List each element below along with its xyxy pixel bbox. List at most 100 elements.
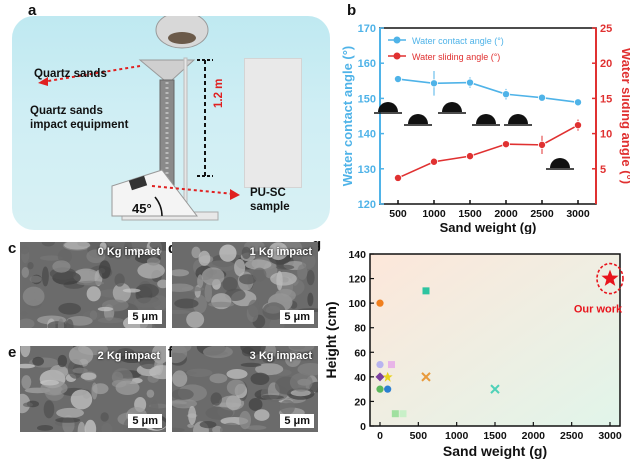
pu-sc-sample-image [244,58,302,188]
y-tick-label: 100 [348,298,366,310]
data-point-1 [573,121,582,130]
x-tick-label: 2500 [560,430,584,442]
arrow-sample [151,185,235,195]
x-tick-label: 3000 [598,430,622,442]
droplet-icon [442,102,462,112]
highlight-ring [596,262,624,295]
panel-label-f: f [168,344,173,361]
apparatus-panel: Quartz sands Quartz sands impact equipme… [12,16,330,230]
quartz-sands-label: Quartz sands [34,68,107,80]
data-point-1 [465,152,474,161]
angle-label: 45° [132,201,152,216]
sem-caption-f: 3 Kg impact [249,350,312,362]
data-point-1 [430,157,439,166]
scatter-point [382,371,393,382]
panel-label-a: a [28,2,37,19]
droplet-icon [378,102,398,112]
scatter-point [421,372,431,382]
series-line-1 [397,124,579,179]
x-tick-label: 2000 [494,208,518,220]
sample-label-line1: PU-SC [250,187,286,199]
legend-label: Water sliding angle (°) [412,52,500,62]
angle-arc [154,196,163,217]
y-tick-label: 60 [354,347,366,359]
right-tick-label: 25 [600,23,612,35]
panel-label-c: c [8,240,17,257]
data-point-0 [537,93,546,102]
our-work-label: Our work [574,304,623,316]
data-point-0 [394,75,403,84]
x-tick-label: 500 [389,208,407,220]
chart-contact-sliding: 120 130 140 150 160 170 5 10 15 20 25 500 1000 1500 20… [340,23,630,234]
data-point-0 [430,79,439,88]
panel-label-b: b [347,2,357,19]
left-tick-label: 150 [358,93,376,105]
x-tick-label: 500 [410,430,428,442]
panel-label-e: e [8,344,17,361]
height-label: 1.2 m [213,78,225,108]
scatter-point [376,299,384,307]
droplet-icon [408,114,428,124]
sem-image-d: 1 Kg impact 5 μm [172,242,318,328]
sem-texture [172,346,318,432]
scatter-point [384,385,392,393]
left-tick-label: 170 [358,23,376,35]
x-tick-label: 1500 [483,430,507,442]
right-tick-label: 10 [600,129,612,141]
stand-pole [183,57,188,219]
sem-scale-f: 5 μm [280,414,314,428]
sem-image-e: 2 Kg impact 5 μm [20,346,166,432]
series-line-0 [397,78,579,104]
x-tick-label: 1500 [458,208,482,220]
left-axis-title: Water contact angle (°) [340,46,355,187]
y-tick-label: 80 [354,323,366,335]
left-tick-label: 140 [358,129,376,141]
scatter-point [422,287,430,295]
scatter-point [376,360,384,369]
our-work-star [601,269,619,286]
sem-texture [172,242,318,328]
sem-image-f: 3 Kg impact 5 μm [172,346,318,432]
x-tick-label: 1000 [422,208,446,220]
sample-on-stage [128,175,148,191]
right-tick-label: 20 [600,58,612,70]
data-point-1 [537,140,546,149]
left-tick-label: 160 [358,58,376,70]
y-tick-label: 140 [348,249,366,261]
sem-caption-c: 0 Kg impact [97,246,160,258]
sem-scale-c: 5 μm [128,310,162,324]
sand-inside [168,32,196,44]
y-tick-label: 0 [360,421,366,433]
legend-label: Water contact angle (°) [412,36,504,46]
data-point-0 [465,78,474,87]
arrow-quartz [41,65,141,83]
scatter-plot-area [369,253,621,427]
droplet-icon [508,114,528,124]
x-tick-label: 3000 [566,208,590,220]
right-tick-label: 5 [600,164,606,176]
x-axis-title: Sand weight (g) [443,443,547,459]
scatter-point [399,410,407,418]
y-tick-label: 40 [354,372,366,384]
sem-texture [20,242,166,328]
sem-scale-d: 5 μm [280,310,314,324]
left-tick-label: 130 [358,164,376,176]
sem-caption-e: 2 Kg impact [97,350,160,362]
y-tick-label: 120 [348,274,366,286]
x-tick-label: 2000 [522,430,546,442]
scatter-point [391,410,399,418]
sem-scale-e: 5 μm [128,414,162,428]
left-tick-label: 120 [358,199,376,211]
scatter-point [490,384,500,394]
data-point-0 [501,90,510,99]
right-axis-title: Water sliding angle (°) [619,48,630,184]
apparatus-drawing [38,16,240,221]
legend-marker [393,36,401,44]
x-axis-title: Sand weight (g) [440,220,537,234]
y-tick-label: 20 [354,396,366,408]
droplet-icon [550,158,570,168]
scatter-point [375,372,385,382]
sem-caption-d: 1 Kg impact [249,246,312,258]
y-axis-title: Height (cm) [323,302,339,379]
x-tick-label: 0 [377,430,383,442]
